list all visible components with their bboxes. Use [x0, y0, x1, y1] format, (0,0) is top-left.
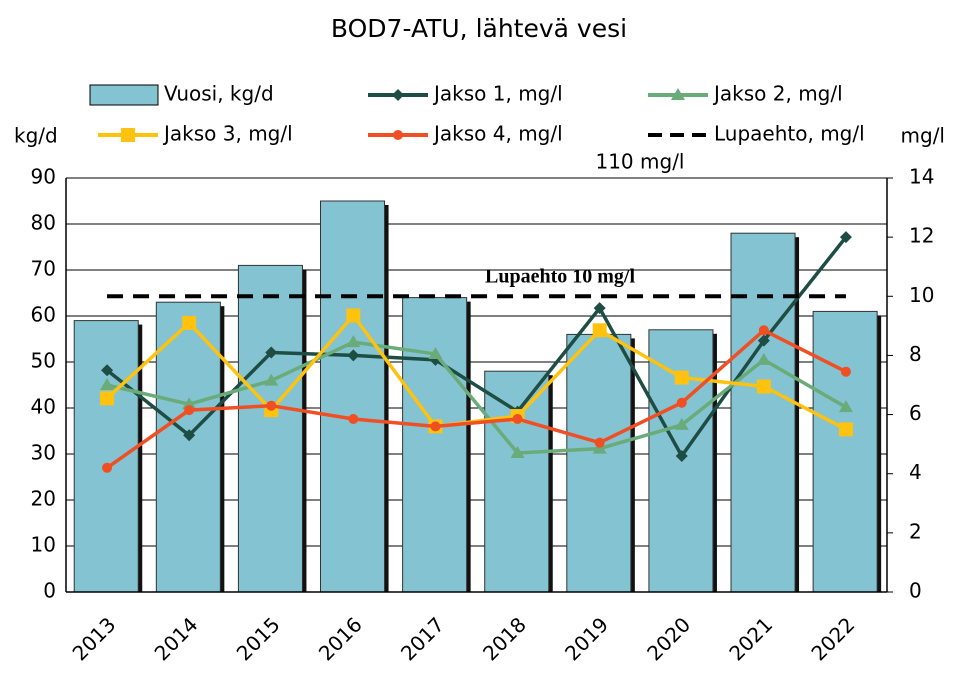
chart-title: BOD7-ATU, lähtevä vesi — [331, 14, 627, 43]
x-tick-label: 2017 — [396, 612, 449, 665]
marker — [756, 352, 771, 365]
y-tick-label: 0 — [43, 579, 56, 603]
x-tick-label: 2016 — [314, 612, 367, 665]
x-tick-label: 2014 — [150, 612, 203, 665]
x-tick-label: 2022 — [806, 612, 859, 665]
bar — [566, 333, 632, 593]
line — [106, 340, 847, 455]
marker — [838, 422, 853, 437]
marker — [266, 400, 277, 411]
y-tick-label: 30 — [31, 441, 56, 465]
y2-tick-label: 2 — [909, 519, 922, 543]
annotation: Lupaehto 10 mg/l — [485, 266, 635, 288]
y2-tick-label: 4 — [909, 460, 922, 484]
legend-label: Jakso 2, mg/l — [712, 82, 843, 106]
marker — [347, 349, 360, 362]
legend-marker — [392, 89, 404, 101]
bar — [730, 232, 796, 593]
marker — [757, 334, 770, 347]
annotation: 110 mg/l — [595, 150, 684, 174]
y-tick-label: 90 — [31, 165, 56, 189]
bar — [320, 200, 386, 593]
marker — [346, 335, 361, 348]
marker — [346, 308, 361, 323]
marker — [675, 449, 688, 462]
x-tick-label: 2021 — [724, 612, 777, 665]
line — [106, 328, 847, 470]
y2-tick-label: 12 — [909, 224, 934, 248]
marker — [838, 400, 853, 413]
marker — [101, 364, 114, 377]
x-tick-label: 2020 — [642, 612, 695, 665]
y2-tick-label: 0 — [909, 579, 922, 603]
y-axis-label: kg/d — [14, 124, 58, 148]
marker — [592, 323, 607, 338]
marker — [264, 373, 279, 386]
legend-marker — [671, 88, 685, 100]
marker — [100, 391, 115, 406]
marker — [182, 397, 197, 410]
marker — [265, 346, 278, 359]
marker — [512, 414, 523, 425]
marker — [183, 429, 196, 442]
y2-tick-label: 6 — [909, 401, 922, 425]
marker — [758, 325, 769, 336]
legend-swatch — [89, 84, 159, 106]
legend-label: Jakso 1, mg/l — [432, 82, 563, 106]
marker — [594, 437, 605, 448]
marker — [348, 414, 359, 425]
bar — [402, 297, 468, 593]
marker — [674, 370, 689, 385]
legend-marker — [121, 128, 135, 142]
marker — [676, 397, 687, 408]
legend-label: Lupaehto, mg/l — [714, 122, 865, 146]
y-tick-label: 70 — [31, 257, 56, 281]
marker — [839, 231, 852, 244]
y-tick-label: 10 — [31, 533, 56, 557]
y-tick-label: 80 — [31, 211, 56, 235]
x-tick-label: 2018 — [478, 612, 531, 665]
marker — [593, 302, 606, 315]
marker — [674, 417, 689, 430]
bar — [484, 370, 550, 593]
legend-marker — [393, 130, 403, 140]
bar — [73, 320, 139, 593]
y-tick-label: 50 — [31, 349, 56, 373]
marker — [102, 462, 113, 473]
legend-label: Jakso 3, mg/l — [162, 122, 293, 146]
legend-label: Vuosi, kg/d — [164, 82, 274, 106]
marker — [428, 346, 443, 359]
y-tick-label: 20 — [31, 487, 56, 511]
marker — [840, 366, 851, 377]
legend-label: Jakso 4, mg/l — [432, 122, 563, 146]
marker — [100, 378, 115, 390]
marker — [510, 446, 525, 459]
marker — [182, 315, 197, 330]
x-tick-label: 2015 — [232, 612, 285, 665]
y2-tick-label: 8 — [909, 342, 922, 366]
marker — [756, 379, 771, 394]
marker — [430, 421, 441, 432]
y2-tick-label: 10 — [909, 283, 934, 307]
y-tick-label: 40 — [31, 395, 56, 419]
y2-tick-label: 14 — [909, 165, 934, 189]
x-tick-label: 2019 — [560, 612, 613, 665]
y-tick-label: 60 — [31, 303, 56, 327]
x-tick-label: 2013 — [68, 612, 121, 665]
marker — [184, 405, 195, 416]
bar — [237, 264, 303, 593]
bar — [155, 301, 221, 593]
bar — [812, 310, 878, 593]
y2-axis-label: mg/l — [901, 124, 945, 148]
